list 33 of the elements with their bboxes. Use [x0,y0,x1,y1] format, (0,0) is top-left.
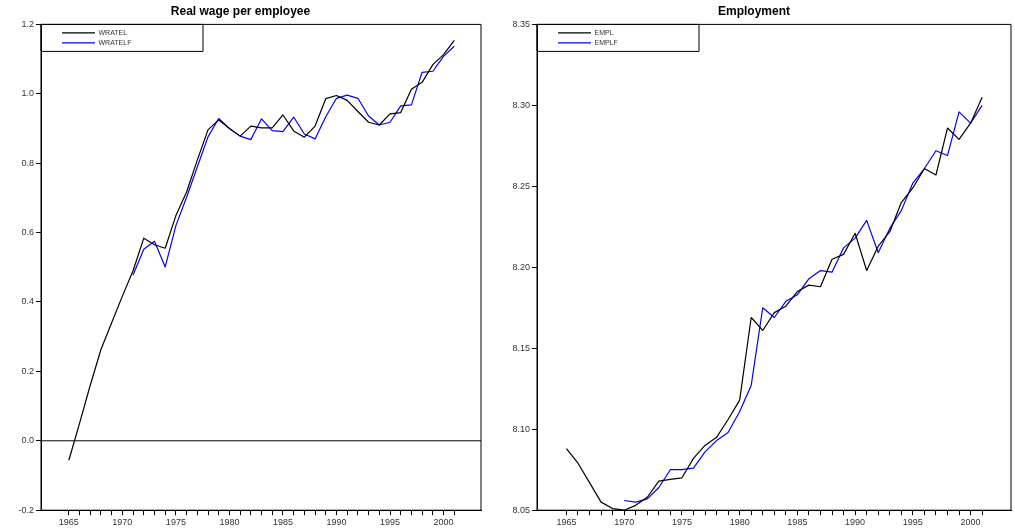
x-tick-label: 1995 [902,517,923,528]
y-tick-label: 1.2 [21,18,34,29]
x-tick-label: 1965 [556,517,577,528]
y-tick-label: 8.30 [512,99,530,110]
x-tick-label: 1990 [326,517,347,528]
x-tick-label: 1980 [729,517,750,528]
y-tick-label: 0.8 [21,157,34,168]
y-tick-label: 0.6 [21,227,34,238]
y-tick-label: 0.0 [21,435,34,446]
y-tick-label: 0.4 [21,296,34,307]
x-tick-label: 1965 [58,517,79,528]
y-tick-label: 8.25 [512,180,530,191]
x-tick-label: 1970 [614,517,635,528]
chart-title: Employment [717,3,791,18]
x-tick-label: 1980 [219,517,240,528]
y-tick-label: 8.20 [512,261,530,272]
x-tick-label: 1970 [112,517,133,528]
y-tick-label: 1.0 [21,88,34,99]
x-tick-label: 1995 [379,517,401,528]
x-tick-label: 2000 [433,517,454,528]
x-tick-label: 1975 [165,517,186,528]
y-tick-label: 8.10 [512,423,530,434]
x-tick-label: 2000 [960,517,981,528]
chart-title: Real wage per employee [170,3,311,18]
y-tick-label: 8.15 [512,342,530,353]
x-tick-label: 1985 [272,517,293,528]
x-tick-label: 1985 [787,517,808,528]
y-tick-label: -0.2 [18,504,34,515]
x-tick-label: 1990 [845,517,866,528]
y-tick-label: 0.2 [21,365,34,376]
x-tick-label: 1975 [671,517,692,528]
y-tick-label: 8.05 [512,504,530,515]
y-tick-label: 8.35 [512,18,530,29]
